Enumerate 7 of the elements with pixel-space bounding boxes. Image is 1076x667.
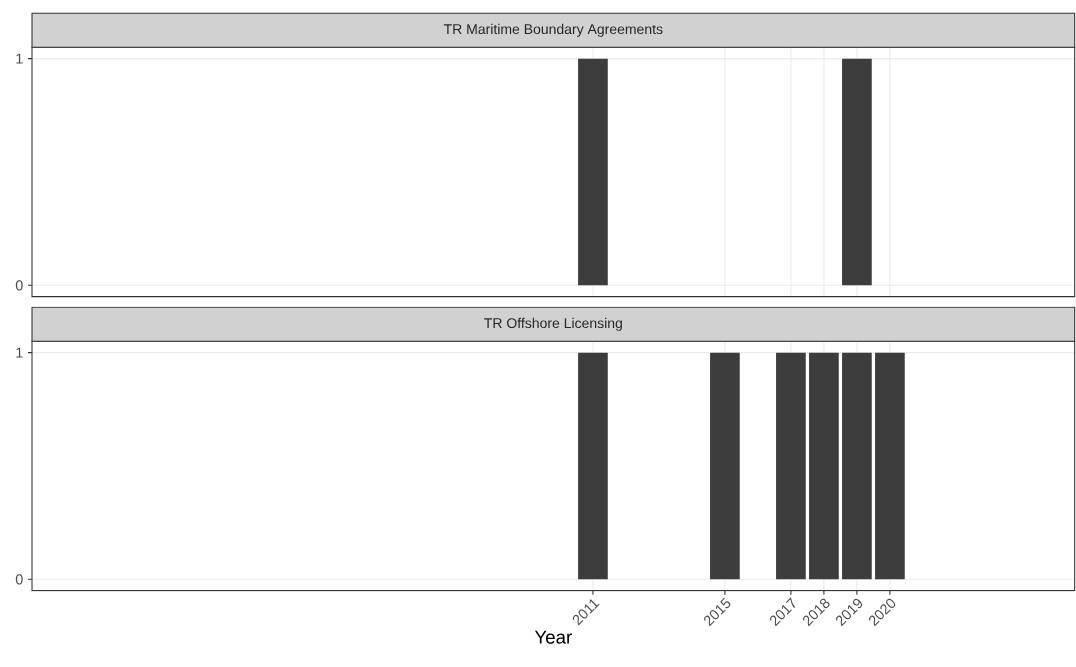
chart-title: TR Maritime Boundary Agreements [443, 23, 663, 38]
x-axis-title: Year [534, 630, 572, 644]
chart-title: TR Offshore Licensing [484, 317, 622, 332]
y-tick-label: 0 [15, 280, 23, 291]
y-tick-label: 1 [16, 347, 23, 358]
y-tick-label: 0 [15, 574, 23, 585]
y-tick-label: 1 [16, 53, 23, 64]
